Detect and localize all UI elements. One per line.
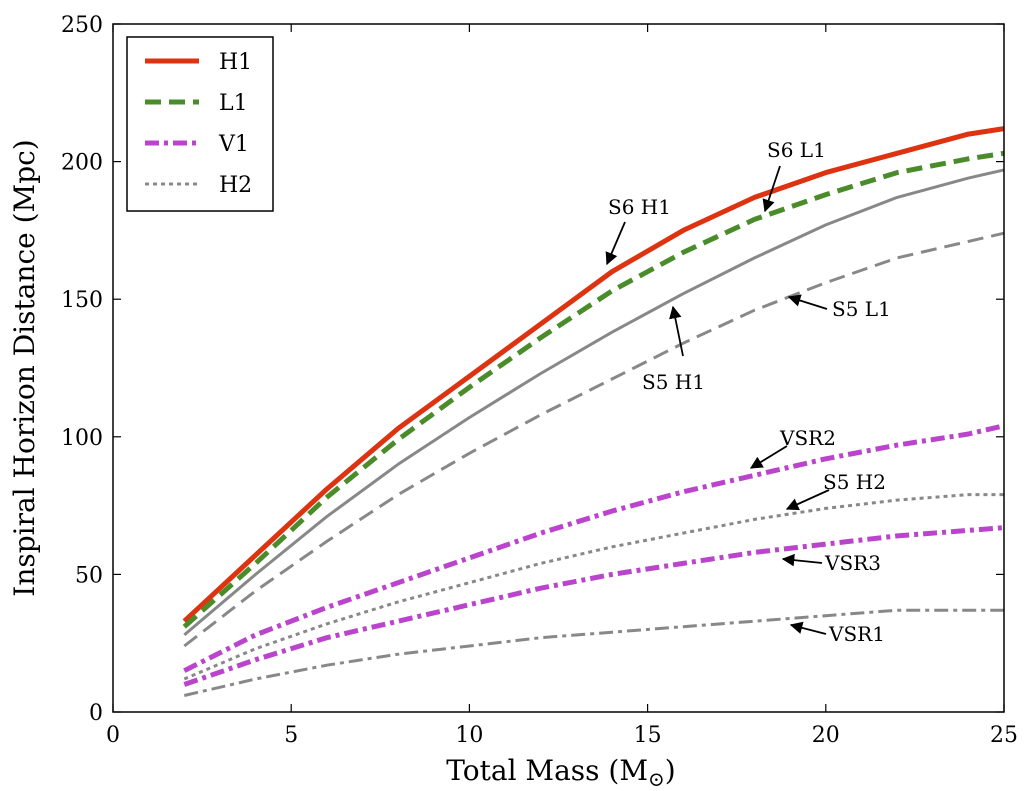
annotation-arrow-vsr2 — [749, 445, 788, 469]
series-line-s5-l1 — [183, 231, 1005, 648]
y-tick-label: 0 — [89, 701, 103, 726]
series-line-vsr3 — [183, 525, 1005, 687]
annotation-label-s5-l1: S5 L1 — [832, 297, 891, 321]
annotations: S6 H1 S6 L1 S5 H1 S5 L1 VSR2 S5 H2 VSR3 VSR1 — [605, 138, 891, 646]
x-tick-label: 15 — [634, 723, 662, 748]
x-tick-label: 5 — [284, 723, 298, 748]
annotation-label-vsr3: VSR3 — [824, 551, 881, 575]
annotation-label-s6-l1: S6 L1 — [767, 138, 826, 162]
annotation-arrow-s6-h1 — [605, 221, 626, 266]
legend-label-v1: V1 — [218, 132, 249, 157]
annotation-label-s6-h1: S6 H1 — [608, 195, 671, 219]
series-line-s6-l1 — [182, 150, 1005, 629]
y-axis-title: Inspiral Horizon Distance (Mpc) — [8, 139, 41, 596]
series-lines — [182, 126, 1005, 697]
series-line-s5-h1 — [183, 168, 1005, 637]
annotation-label-vsr1: VSR1 — [828, 622, 885, 646]
plot-frame — [112, 23, 1005, 713]
legend-label-l1: L1 — [219, 91, 248, 116]
series-line-s5-h2 — [183, 493, 1004, 681]
annotation-arrow-s5-l1 — [787, 294, 828, 310]
annotation-arrow-s5-h2 — [785, 489, 830, 511]
legend: H1 L1 V1 H2 — [126, 36, 274, 212]
x-axis-title: Total Mass (M⊙) — [446, 754, 675, 791]
series-line-vsr2 — [183, 423, 1005, 673]
x-axis-title-sub: ⊙ — [648, 767, 665, 791]
y-tick-label: 250 — [61, 13, 103, 38]
y-tick-label: 100 — [61, 426, 103, 451]
x-tick-label: 0 — [106, 723, 120, 748]
x-tick-label: 10 — [455, 723, 483, 748]
annotation-arrow-vsr3 — [781, 553, 823, 567]
annotation-label-s5-h1: S5 H1 — [642, 370, 705, 394]
series-line-s6-h1 — [182, 126, 1005, 624]
y-tick-label: 150 — [61, 288, 103, 313]
annotation-label-s5-h2: S5 H2 — [823, 470, 886, 494]
annotation-label-vsr2: VSR2 — [779, 426, 836, 450]
annotation-arrow-s5-h1 — [669, 305, 684, 357]
legend-label-h2: H2 — [219, 173, 252, 198]
y-tick-label: 200 — [61, 151, 103, 176]
x-axis-title-main: Total Mass (M — [446, 754, 648, 787]
x-tick-label: 25 — [990, 723, 1018, 748]
x-tick-label: 20 — [812, 723, 840, 748]
series-line-vsr1 — [183, 608, 1004, 697]
legend-box — [126, 36, 274, 212]
annotation-arrow-vsr1 — [789, 621, 827, 635]
x-axis-title-close: ) — [665, 754, 676, 787]
annotation-arrow-s6-l1 — [762, 165, 781, 213]
y-tick-label: 50 — [75, 563, 103, 588]
legend-label-h1: H1 — [219, 50, 252, 75]
